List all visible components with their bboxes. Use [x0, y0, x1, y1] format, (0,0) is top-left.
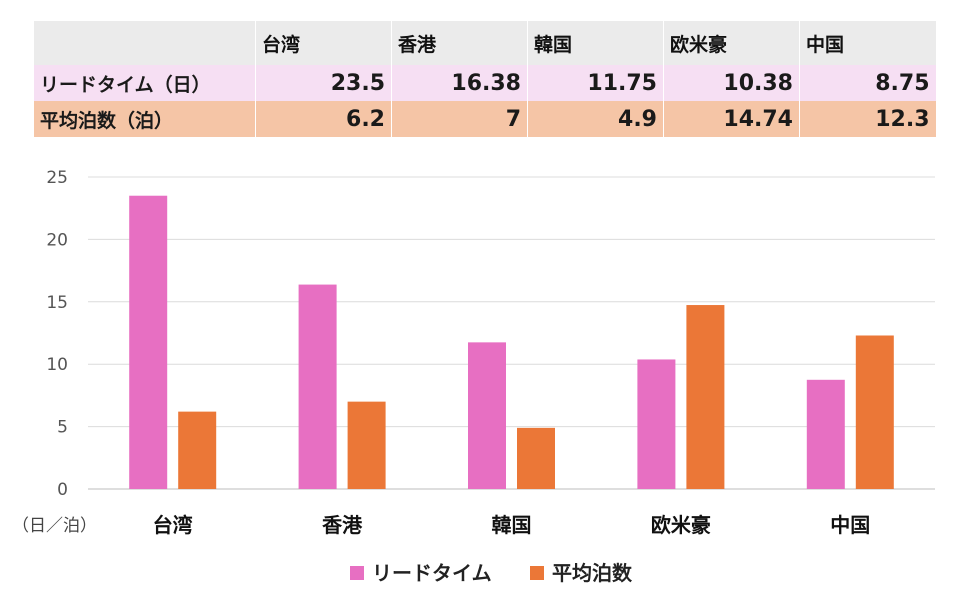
table-corner-cell — [33, 21, 256, 65]
table-row-lead-time: リードタイム（日） 23.5 16.38 11.75 10.38 8.75 — [33, 65, 936, 101]
bar-lead-time — [129, 195, 168, 489]
table-header-taiwan: 台湾 — [255, 21, 392, 65]
y-tick-label: 25 — [46, 168, 68, 188]
table-header-western: 欧米豪 — [663, 21, 800, 65]
x-category-label: 台湾 — [153, 513, 193, 537]
bar-lead-time — [637, 359, 676, 489]
y-tick-label: 5 — [57, 418, 68, 438]
legend-label-lead-time: リードタイム — [372, 561, 492, 585]
bar-avg-nights — [517, 427, 555, 489]
bar-chart: 0 5 10 15 20 25 台湾 香港 韓国 欧米豪 中国 （日／泊） リードタイム 平均泊数 — [12, 168, 935, 585]
table-cell: 10.38 — [663, 65, 800, 101]
y-tick-label: 0 — [57, 480, 68, 500]
table-cell: 16.38 — [391, 65, 528, 101]
legend-swatch-avg-nights — [530, 566, 544, 580]
y-tick-label: 15 — [46, 293, 68, 313]
y-unit-label: （日／泊） — [12, 516, 97, 536]
table-row-avg-nights: 平均泊数（泊） 6.2 7 4.9 14.74 12.3 — [33, 101, 936, 137]
table-cell: 11.75 — [527, 65, 664, 101]
data-table: 台湾 香港 韓国 欧米豪 中国 リードタイム（日） 23.5 16.38 11.… — [33, 21, 936, 137]
table-cell: 23.5 — [255, 65, 392, 101]
x-category-label: 中国 — [830, 513, 870, 537]
y-tick-label: 10 — [46, 355, 68, 375]
table-cell: 8.75 — [799, 65, 936, 101]
x-category-label: 韓国 — [492, 513, 532, 537]
bar-lead-time — [468, 342, 506, 489]
bar-avg-nights — [178, 411, 217, 489]
y-tick-label: 20 — [46, 230, 68, 250]
row-label-lead-time: リードタイム（日） — [33, 65, 256, 101]
table-cell: 12.3 — [799, 101, 936, 137]
row-label-avg-nights: 平均泊数（泊） — [33, 101, 256, 137]
bar-avg-nights — [686, 305, 725, 489]
table-header-row: 台湾 香港 韓国 欧米豪 中国 — [33, 21, 936, 65]
table-header-korea: 韓国 — [527, 21, 664, 65]
table-cell: 4.9 — [527, 101, 664, 137]
table-header-hongkong: 香港 — [391, 21, 528, 65]
table-cell: 6.2 — [255, 101, 392, 137]
table-header-china: 中国 — [799, 21, 936, 65]
bar-lead-time — [298, 284, 337, 489]
x-category-label: 欧米豪 — [651, 513, 711, 537]
bar-avg-nights — [347, 401, 386, 489]
x-category-label: 香港 — [322, 513, 363, 537]
table-cell: 7 — [391, 101, 528, 137]
bar-lead-time — [806, 379, 845, 489]
table-cell: 14.74 — [663, 101, 800, 137]
bar-avg-nights — [855, 335, 894, 489]
legend-swatch-lead-time — [350, 566, 364, 580]
legend-label-avg-nights: 平均泊数 — [552, 561, 633, 585]
